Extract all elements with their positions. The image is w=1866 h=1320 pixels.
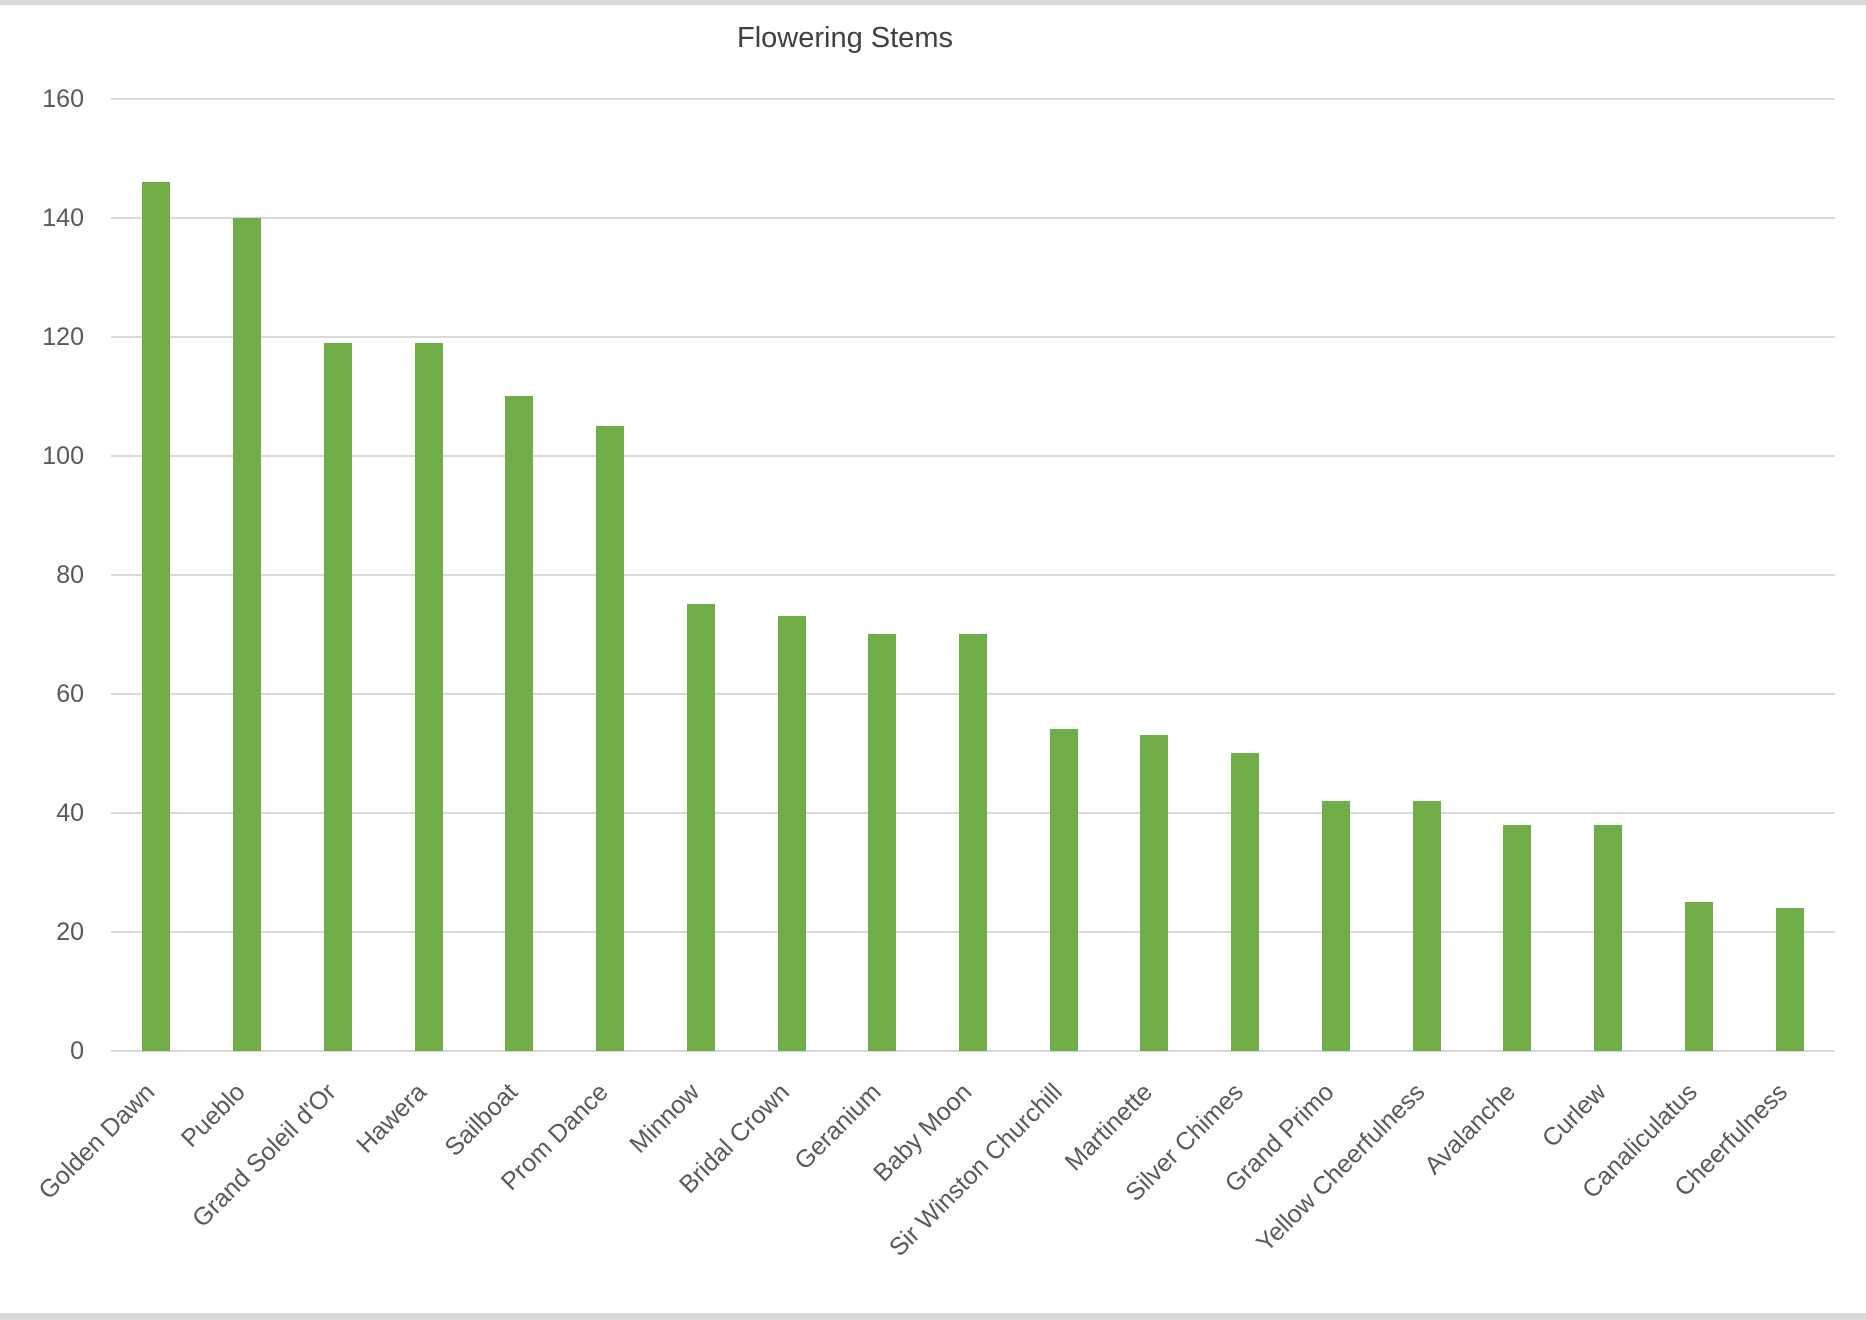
x-axis-label-golden-dawn: Golden Dawn <box>33 1078 161 1205</box>
y-axis-tick-label-60: 60 <box>56 679 84 708</box>
bar-avalanche <box>1503 824 1532 1051</box>
bar-geranium <box>868 634 897 1051</box>
bar-canaliculatus <box>1684 901 1713 1051</box>
bar-grand-soleil-d-or <box>323 342 352 1051</box>
bar-pueblo <box>233 217 262 1051</box>
chart-title: Flowering Stems <box>737 22 953 54</box>
bar-grand-primo <box>1321 800 1350 1051</box>
bar-martinette <box>1140 735 1169 1051</box>
bar-yellow-cheerfulness <box>1412 800 1441 1051</box>
bar-hawera <box>414 342 443 1051</box>
y-axis-tick-label-20: 20 <box>56 917 84 946</box>
y-axis-tick-label-120: 120 <box>42 322 84 351</box>
gridline-80 <box>111 573 1835 576</box>
bar-cheerfulness <box>1775 907 1804 1051</box>
bar-bridal-crown <box>777 616 806 1051</box>
x-axis-label-curlew: Curlew <box>1537 1078 1612 1153</box>
bar-prom-dance <box>596 425 625 1051</box>
bar-baby-moon <box>959 634 987 1051</box>
x-axis-label-avalanche: Avalanche <box>1419 1078 1522 1181</box>
y-axis-tick-label-100: 100 <box>42 441 84 470</box>
bar-minnow <box>686 604 715 1051</box>
y-axis-tick-label-160: 160 <box>42 84 84 113</box>
x-axis-label-sir-winston-churchill: Sir Winston Churchill <box>883 1078 1068 1262</box>
gridline-0 <box>111 1049 1835 1052</box>
y-axis-tick-label-140: 140 <box>42 203 84 232</box>
gridline-140 <box>111 216 1835 219</box>
window-edge-top <box>0 0 1866 5</box>
gridline-160 <box>111 97 1835 100</box>
x-axis-label-minnow: Minnow <box>623 1078 705 1159</box>
x-axis-label-hawera: Hawera <box>351 1078 433 1159</box>
bar-silver-chimes <box>1231 753 1260 1051</box>
bar-curlew <box>1594 824 1623 1051</box>
bar-golden-dawn <box>142 182 171 1051</box>
gridline-120 <box>111 335 1835 338</box>
window-edge-bottom <box>0 1313 1866 1320</box>
x-axis-label-geranium: Geranium <box>788 1078 887 1176</box>
bar-sailboat <box>505 396 534 1051</box>
y-axis-tick-label-0: 0 <box>70 1036 84 1065</box>
x-axis-label-martinette: Martinette <box>1059 1078 1159 1177</box>
y-axis-tick-label-40: 40 <box>56 798 84 827</box>
x-axis-label-pueblo: Pueblo <box>176 1078 251 1153</box>
x-axis-label-yellow-cheerfulness: Yellow Cheerfulness <box>1251 1078 1431 1258</box>
y-axis-tick-label-80: 80 <box>56 560 84 589</box>
bar-sir-winston-churchill <box>1049 729 1078 1051</box>
gridline-100 <box>111 454 1835 457</box>
x-axis-label-sailboat: Sailboat <box>439 1078 524 1162</box>
